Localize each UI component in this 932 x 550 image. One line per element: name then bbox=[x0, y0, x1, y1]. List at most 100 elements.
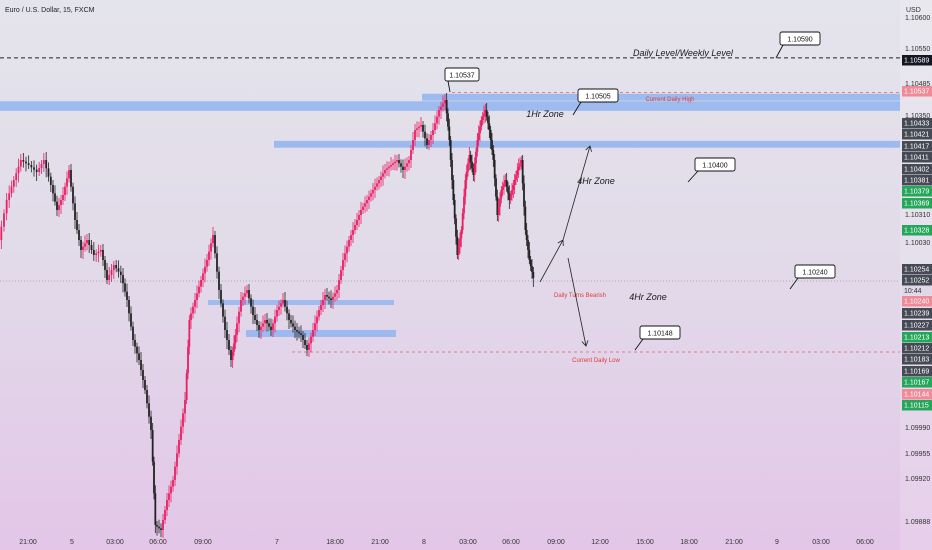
zone-label: 4Hr Zone bbox=[577, 176, 615, 186]
price-badge-label: 1.10212 bbox=[904, 346, 929, 353]
candle-body bbox=[15, 173, 18, 180]
candle-body bbox=[483, 113, 485, 117]
candle-body bbox=[242, 296, 244, 300]
candle-body bbox=[320, 305, 322, 310]
candle-body bbox=[260, 326, 262, 330]
candle-body bbox=[90, 245, 93, 250]
candle-body bbox=[472, 168, 475, 175]
candle-body bbox=[378, 180, 380, 184]
candle-body bbox=[527, 240, 529, 250]
candle-body bbox=[428, 140, 430, 145]
currency-label: USD bbox=[906, 7, 921, 14]
candle-body bbox=[187, 346, 189, 374]
candle-body bbox=[394, 161, 396, 164]
price-badge-label: 1.10402 bbox=[904, 167, 929, 174]
candle-body bbox=[196, 293, 198, 300]
daily-bearish-label: Daily Turns Bearish bbox=[554, 293, 606, 299]
price-badge-label: 1.10213 bbox=[904, 335, 929, 342]
candle-body bbox=[278, 306, 280, 310]
candle-body bbox=[453, 200, 456, 219]
candle-body bbox=[465, 171, 468, 180]
candle-body bbox=[164, 510, 166, 520]
candle-body bbox=[499, 198, 501, 207]
price-axis: 1.10600 1.10550 1.10485 1.10350 1.10310 1.100… bbox=[900, 0, 932, 550]
candle-body bbox=[330, 298, 332, 300]
candle-body bbox=[382, 173, 384, 177]
callout-pointer bbox=[572, 101, 582, 116]
candle-body bbox=[258, 325, 260, 330]
candle-body bbox=[461, 213, 464, 230]
candle-body bbox=[495, 178, 497, 197]
price-badge-label: 1.10144 bbox=[904, 392, 929, 399]
candle-body bbox=[216, 253, 218, 272]
candle-body bbox=[503, 183, 505, 187]
candle-body bbox=[418, 126, 420, 129]
candle-body bbox=[236, 323, 238, 335]
candle-body bbox=[408, 160, 410, 164]
candle-body bbox=[520, 160, 523, 164]
candle-body bbox=[42, 160, 45, 164]
x-tick-label: 7 bbox=[275, 539, 279, 546]
candle-body bbox=[430, 135, 432, 140]
callout-pointer bbox=[789, 277, 799, 290]
candle-body bbox=[154, 493, 157, 525]
candle-body bbox=[117, 268, 120, 272]
callout-label: 1.10537 bbox=[449, 73, 474, 80]
y-tick-label: 1.09990 bbox=[905, 425, 930, 432]
candle-body bbox=[492, 150, 495, 160]
candle-body bbox=[528, 250, 531, 260]
candle-body bbox=[198, 286, 200, 294]
candle-body bbox=[122, 275, 124, 284]
projection-arrow-up bbox=[539, 145, 591, 283]
callout-box bbox=[444, 67, 480, 82]
y-tick-label: 1.09920 bbox=[905, 476, 930, 483]
candle-body bbox=[344, 253, 346, 260]
candle-body bbox=[288, 313, 290, 320]
candle-body bbox=[444, 100, 446, 104]
zone-label: 4Hr Zone bbox=[629, 292, 667, 302]
price-badge-label: 1.10421 bbox=[904, 132, 929, 139]
candle-body bbox=[72, 186, 74, 204]
candle-body bbox=[400, 163, 402, 167]
candle-body bbox=[410, 150, 412, 160]
candle-body bbox=[508, 193, 511, 200]
candle-body bbox=[5, 200, 8, 214]
price-badge-label: 1.10589 bbox=[904, 58, 929, 65]
candle-body bbox=[134, 340, 136, 347]
candle-body bbox=[188, 320, 191, 347]
candle-body bbox=[84, 243, 86, 247]
minor-zone bbox=[246, 330, 396, 337]
price-badge bbox=[902, 366, 932, 377]
candle-body bbox=[412, 140, 414, 150]
candle-body bbox=[126, 291, 128, 300]
x-tick-label: 8 bbox=[422, 539, 426, 546]
candle-body bbox=[515, 175, 517, 180]
candle-body bbox=[12, 180, 15, 187]
candle-body bbox=[420, 125, 422, 127]
candle-body bbox=[10, 186, 13, 194]
candle-body bbox=[244, 293, 246, 297]
candle-body bbox=[455, 218, 457, 237]
countdown-bg bbox=[902, 286, 932, 295]
candle-body bbox=[110, 270, 113, 275]
candle-body bbox=[86, 240, 88, 244]
candle-body bbox=[346, 246, 348, 254]
price-badge bbox=[902, 164, 932, 175]
candle-body bbox=[447, 113, 449, 127]
candle-body bbox=[370, 193, 372, 197]
candle-body bbox=[460, 230, 463, 239]
candle-body bbox=[374, 186, 376, 190]
candle-body bbox=[434, 123, 436, 130]
price-badge-label: 1.10227 bbox=[904, 323, 929, 330]
candle-body bbox=[424, 131, 426, 139]
price-badge-label: 1.10183 bbox=[904, 357, 929, 364]
candle-body bbox=[80, 240, 82, 250]
candle-body bbox=[185, 373, 188, 400]
candle-body bbox=[476, 140, 479, 152]
candle-body bbox=[208, 251, 210, 260]
candle-body bbox=[493, 160, 496, 179]
candle-body bbox=[45, 160, 48, 169]
zone-rect bbox=[422, 93, 900, 101]
candle-body bbox=[390, 165, 392, 167]
price-badge bbox=[902, 141, 932, 152]
